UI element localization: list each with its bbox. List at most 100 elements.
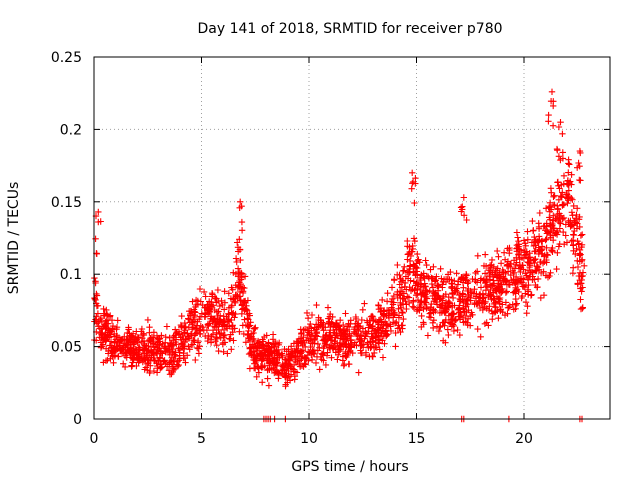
data-point xyxy=(161,357,168,364)
data-point xyxy=(107,331,114,338)
data-point xyxy=(512,305,519,312)
data-point xyxy=(165,367,173,374)
data-point xyxy=(548,88,556,95)
data-point xyxy=(196,316,203,323)
data-point xyxy=(190,313,197,321)
data-point xyxy=(397,304,405,311)
data-point xyxy=(467,322,474,329)
data-point xyxy=(382,328,389,335)
data-point xyxy=(324,336,331,343)
data-point xyxy=(95,218,102,226)
data-point xyxy=(536,209,543,217)
data-point xyxy=(527,292,535,299)
data-point xyxy=(483,275,490,283)
data-point xyxy=(560,228,567,236)
data-point xyxy=(361,300,368,307)
data-point xyxy=(420,319,427,326)
data-point xyxy=(436,324,443,331)
data-point xyxy=(113,332,120,340)
data-point xyxy=(150,367,158,375)
data-point xyxy=(465,293,472,300)
data-point xyxy=(237,280,244,288)
data-point xyxy=(406,299,413,307)
data-point xyxy=(576,252,583,259)
data-point xyxy=(324,349,331,356)
data-point xyxy=(163,363,171,370)
data-point xyxy=(102,345,110,352)
data-point xyxy=(237,198,244,205)
data-point xyxy=(570,217,578,224)
data-point xyxy=(340,327,347,334)
data-point xyxy=(273,356,280,364)
data-point xyxy=(410,235,418,242)
data-point xyxy=(523,251,530,258)
data-point xyxy=(173,341,180,348)
data-point xyxy=(323,331,330,338)
data-point xyxy=(510,289,517,296)
data-point xyxy=(399,325,406,332)
data-point xyxy=(454,326,461,334)
data-point xyxy=(215,308,222,315)
data-point xyxy=(499,301,506,308)
data-point xyxy=(576,269,584,276)
data-point xyxy=(293,369,301,376)
data-point xyxy=(573,245,580,252)
data-point xyxy=(312,330,319,337)
data-point xyxy=(563,180,571,187)
data-point xyxy=(490,289,497,296)
data-point xyxy=(574,205,581,212)
data-point xyxy=(421,299,428,306)
x-tick-label: 20 xyxy=(515,431,533,447)
data-point xyxy=(221,331,228,339)
data-point xyxy=(427,266,434,273)
data-point xyxy=(516,251,523,259)
data-point xyxy=(430,263,437,270)
data-point xyxy=(578,288,585,295)
data-point xyxy=(486,269,493,276)
data-point xyxy=(93,302,101,310)
data-point xyxy=(472,269,479,277)
data-point xyxy=(144,366,151,374)
data-point xyxy=(377,308,384,316)
data-point xyxy=(365,344,372,351)
data-point xyxy=(308,356,316,363)
data-point xyxy=(431,290,438,297)
data-point xyxy=(154,336,161,344)
data-point xyxy=(398,278,405,285)
data-point xyxy=(538,247,545,254)
data-point xyxy=(406,262,414,269)
data-point xyxy=(445,293,452,301)
data-point xyxy=(403,286,410,293)
data-point xyxy=(579,305,586,312)
data-point xyxy=(495,298,503,305)
data-point xyxy=(255,369,263,376)
data-point xyxy=(415,256,422,263)
data-point xyxy=(282,373,289,380)
data-point xyxy=(410,304,418,311)
data-point xyxy=(404,256,411,263)
data-point xyxy=(402,279,409,287)
data-point xyxy=(146,329,153,336)
data-point xyxy=(188,332,195,339)
data-point xyxy=(312,359,320,367)
data-point xyxy=(523,272,530,279)
data-point xyxy=(526,273,533,280)
data-point xyxy=(94,310,102,317)
data-point xyxy=(497,260,505,267)
data-point xyxy=(267,347,274,354)
data-point xyxy=(301,360,308,367)
data-point xyxy=(313,301,320,309)
data-point xyxy=(405,269,412,276)
data-point xyxy=(525,276,532,283)
data-point xyxy=(576,258,583,265)
data-point xyxy=(557,119,564,126)
data-point xyxy=(355,369,362,376)
data-point xyxy=(407,287,415,294)
data-point xyxy=(409,303,416,310)
data-point xyxy=(576,176,583,184)
data-point xyxy=(383,321,390,329)
data-point xyxy=(423,295,431,302)
data-point xyxy=(134,337,141,345)
data-point xyxy=(485,290,492,298)
data-point xyxy=(186,308,193,315)
